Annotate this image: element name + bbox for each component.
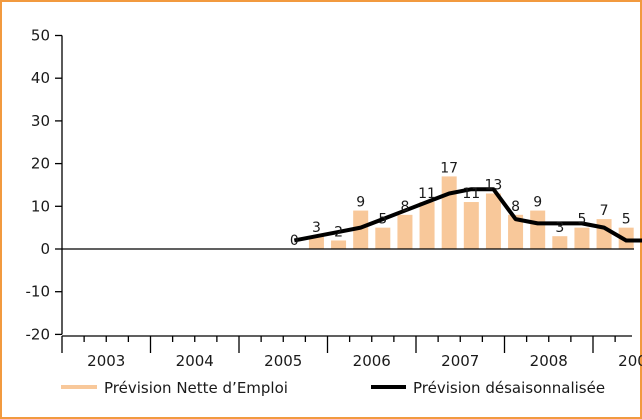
y-tick-label: -10: [26, 283, 51, 301]
bar: [463, 202, 479, 249]
data-label: 9: [533, 195, 542, 211]
data-label: 5: [622, 212, 631, 228]
legend-line-swatch: [371, 385, 406, 389]
y-axis: 50 40 30 20 10 0 -10 -20: [26, 27, 63, 343]
bar: [640, 249, 642, 254]
data-label: 8: [511, 199, 520, 215]
data-label: 2: [334, 224, 343, 240]
x-tick-label: 2009: [618, 352, 642, 370]
y-tick-label: 20: [31, 155, 50, 173]
line-series: [293, 187, 642, 243]
legend-bar-label: Prévision Nette d’Emploi: [104, 379, 288, 397]
data-label: 8: [400, 199, 409, 215]
data-label: 13: [485, 177, 503, 193]
x-tick-label: 2008: [530, 352, 568, 370]
data-label: 11: [418, 186, 436, 202]
data-label: 5: [577, 212, 586, 228]
bar: [353, 210, 369, 249]
data-label: 3: [555, 220, 564, 236]
y-tick-label: 30: [31, 112, 50, 130]
trend-line: [293, 187, 642, 243]
data-label: 0: [290, 233, 299, 249]
bar: [552, 236, 568, 249]
data-label: 9: [356, 195, 365, 211]
y-tick-label: 0: [40, 240, 50, 258]
x-tick-label: 2004: [176, 352, 214, 370]
bar: [508, 214, 524, 249]
x-tick-label: 2005: [264, 352, 302, 370]
legend-line-label: Prévision désaisonnalisée: [413, 379, 605, 397]
x-tick-label: 2006: [353, 352, 391, 370]
bar: [596, 219, 612, 249]
bar: [485, 193, 501, 249]
data-label: 7: [600, 203, 609, 219]
bar: [375, 227, 391, 249]
bar: [441, 176, 457, 249]
data-label: 17: [440, 160, 458, 176]
data-label: 11: [462, 186, 480, 202]
legend-bar-swatch: [61, 385, 97, 389]
x-tick-label: 2007: [441, 352, 479, 370]
bar: [331, 240, 347, 249]
y-tick-label: 10: [31, 197, 50, 215]
y-tick-label: 40: [31, 69, 50, 87]
bar: [530, 210, 546, 249]
bar: [419, 202, 435, 249]
x-tick-label: 2003: [87, 352, 125, 370]
x-axis: 2003 2004 2005 2006 2007 2008 2009: [61, 335, 642, 370]
y-tick-label: 50: [31, 27, 50, 45]
bar: [397, 214, 413, 249]
bar: [308, 236, 324, 249]
y-tick-label: -20: [26, 325, 51, 343]
data-label: 3: [312, 220, 321, 236]
bar: [574, 227, 590, 249]
data-label: 5: [378, 212, 387, 228]
legend: Prévision Nette d’Emploi Prévision désai…: [61, 379, 605, 397]
